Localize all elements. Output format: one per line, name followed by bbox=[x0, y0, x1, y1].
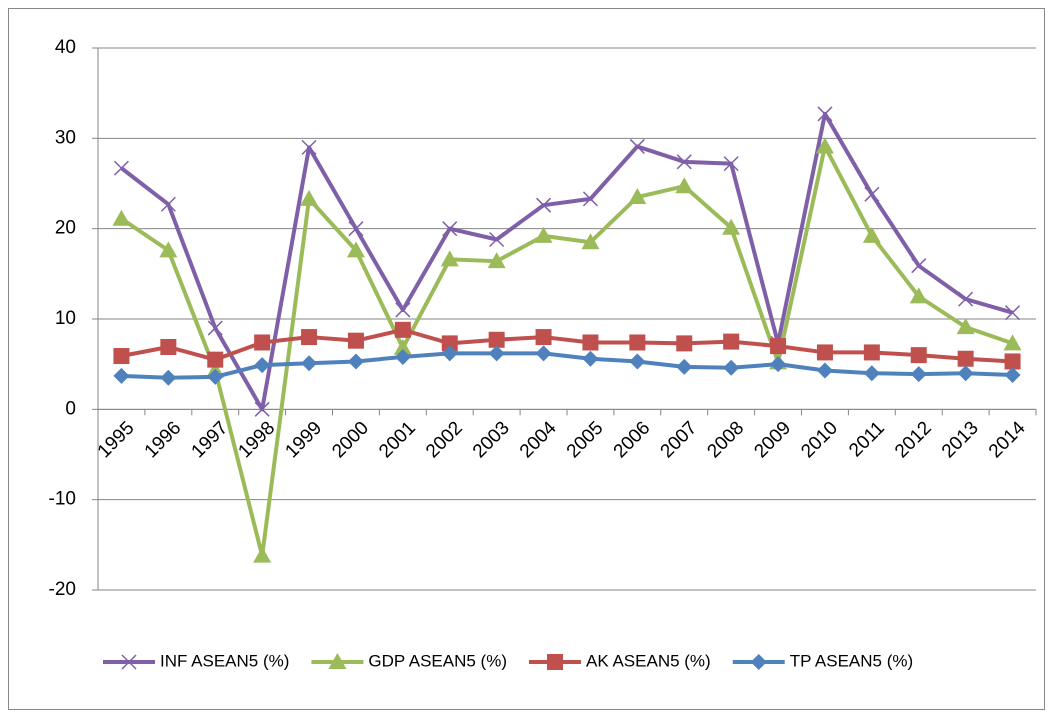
marker bbox=[393, 338, 412, 355]
marker bbox=[535, 345, 552, 362]
legend-label: GDP ASEAN5 (%) bbox=[368, 651, 507, 670]
marker bbox=[113, 348, 130, 365]
marker bbox=[207, 368, 224, 385]
marker bbox=[440, 250, 459, 267]
marker bbox=[676, 358, 693, 375]
marker bbox=[1003, 334, 1022, 351]
marker bbox=[629, 138, 645, 154]
marker bbox=[346, 241, 365, 258]
marker bbox=[347, 332, 364, 349]
marker bbox=[910, 366, 927, 383]
marker bbox=[1004, 367, 1021, 384]
marker bbox=[301, 139, 317, 155]
marker bbox=[723, 333, 740, 350]
marker bbox=[254, 334, 271, 351]
marker bbox=[958, 291, 974, 307]
marker bbox=[957, 365, 974, 382]
marker bbox=[394, 321, 411, 338]
marker bbox=[629, 334, 646, 351]
marker bbox=[254, 401, 270, 417]
marker bbox=[863, 365, 880, 382]
marker bbox=[348, 221, 364, 237]
legend-label: INF ASEAN5 (%) bbox=[160, 651, 289, 670]
marker bbox=[864, 186, 880, 202]
marker bbox=[817, 106, 833, 122]
series-line bbox=[120, 144, 1014, 558]
marker bbox=[347, 353, 364, 370]
marker bbox=[207, 351, 224, 368]
marker bbox=[723, 156, 739, 172]
marker bbox=[1005, 305, 1021, 321]
marker bbox=[911, 258, 927, 274]
y-tick-label: 0 bbox=[65, 398, 76, 419]
legend-marker bbox=[750, 654, 767, 670]
y-tick-label: 40 bbox=[55, 37, 76, 58]
marker bbox=[160, 369, 177, 386]
marker bbox=[395, 302, 411, 318]
marker bbox=[113, 367, 130, 384]
marker bbox=[159, 241, 178, 258]
marker bbox=[676, 335, 693, 352]
legend-marker bbox=[121, 654, 137, 670]
y-tick-label: -20 bbox=[49, 579, 76, 600]
marker bbox=[441, 345, 458, 362]
marker bbox=[770, 338, 787, 355]
y-tick-label: -10 bbox=[49, 489, 76, 510]
marker bbox=[582, 334, 599, 351]
series-line bbox=[121, 351, 1013, 380]
marker bbox=[676, 154, 692, 170]
marker bbox=[582, 350, 599, 367]
marker bbox=[300, 189, 319, 206]
marker bbox=[1004, 353, 1021, 370]
marker bbox=[863, 344, 880, 361]
y-tick-label: 20 bbox=[55, 218, 76, 239]
marker bbox=[487, 252, 506, 269]
marker bbox=[160, 339, 177, 356]
marker bbox=[441, 335, 458, 352]
chart-border bbox=[8, 8, 1045, 710]
marker bbox=[816, 362, 833, 379]
marker bbox=[488, 345, 505, 362]
marker bbox=[957, 350, 974, 367]
marker bbox=[910, 347, 927, 364]
marker bbox=[582, 191, 598, 207]
marker bbox=[442, 221, 458, 237]
marker bbox=[160, 196, 176, 212]
marker bbox=[816, 344, 833, 361]
marker bbox=[301, 329, 318, 346]
marker bbox=[488, 331, 505, 348]
legend-marker bbox=[328, 653, 347, 669]
marker bbox=[675, 177, 694, 194]
marker bbox=[628, 188, 647, 205]
marker bbox=[394, 348, 411, 365]
marker bbox=[862, 226, 881, 243]
marker bbox=[581, 233, 600, 250]
marker bbox=[253, 546, 272, 563]
marker bbox=[301, 355, 318, 372]
marker bbox=[723, 359, 740, 376]
marker bbox=[770, 356, 787, 373]
y-tick-label: 30 bbox=[55, 127, 76, 148]
marker bbox=[909, 287, 928, 304]
legend-label: TP ASEAN5 (%) bbox=[790, 651, 913, 670]
marker bbox=[207, 320, 223, 336]
marker bbox=[534, 226, 553, 243]
marker bbox=[535, 329, 552, 346]
marker bbox=[956, 318, 975, 335]
marker bbox=[112, 209, 131, 226]
marker bbox=[815, 137, 834, 154]
marker bbox=[113, 160, 129, 176]
marker bbox=[536, 197, 552, 213]
marker bbox=[489, 231, 505, 248]
marker bbox=[254, 357, 271, 374]
legend-label: AK ASEAN5 (%) bbox=[586, 651, 711, 670]
legend-marker bbox=[547, 654, 563, 670]
y-tick-label: 10 bbox=[55, 308, 76, 329]
marker bbox=[629, 353, 646, 370]
marker bbox=[722, 218, 741, 235]
